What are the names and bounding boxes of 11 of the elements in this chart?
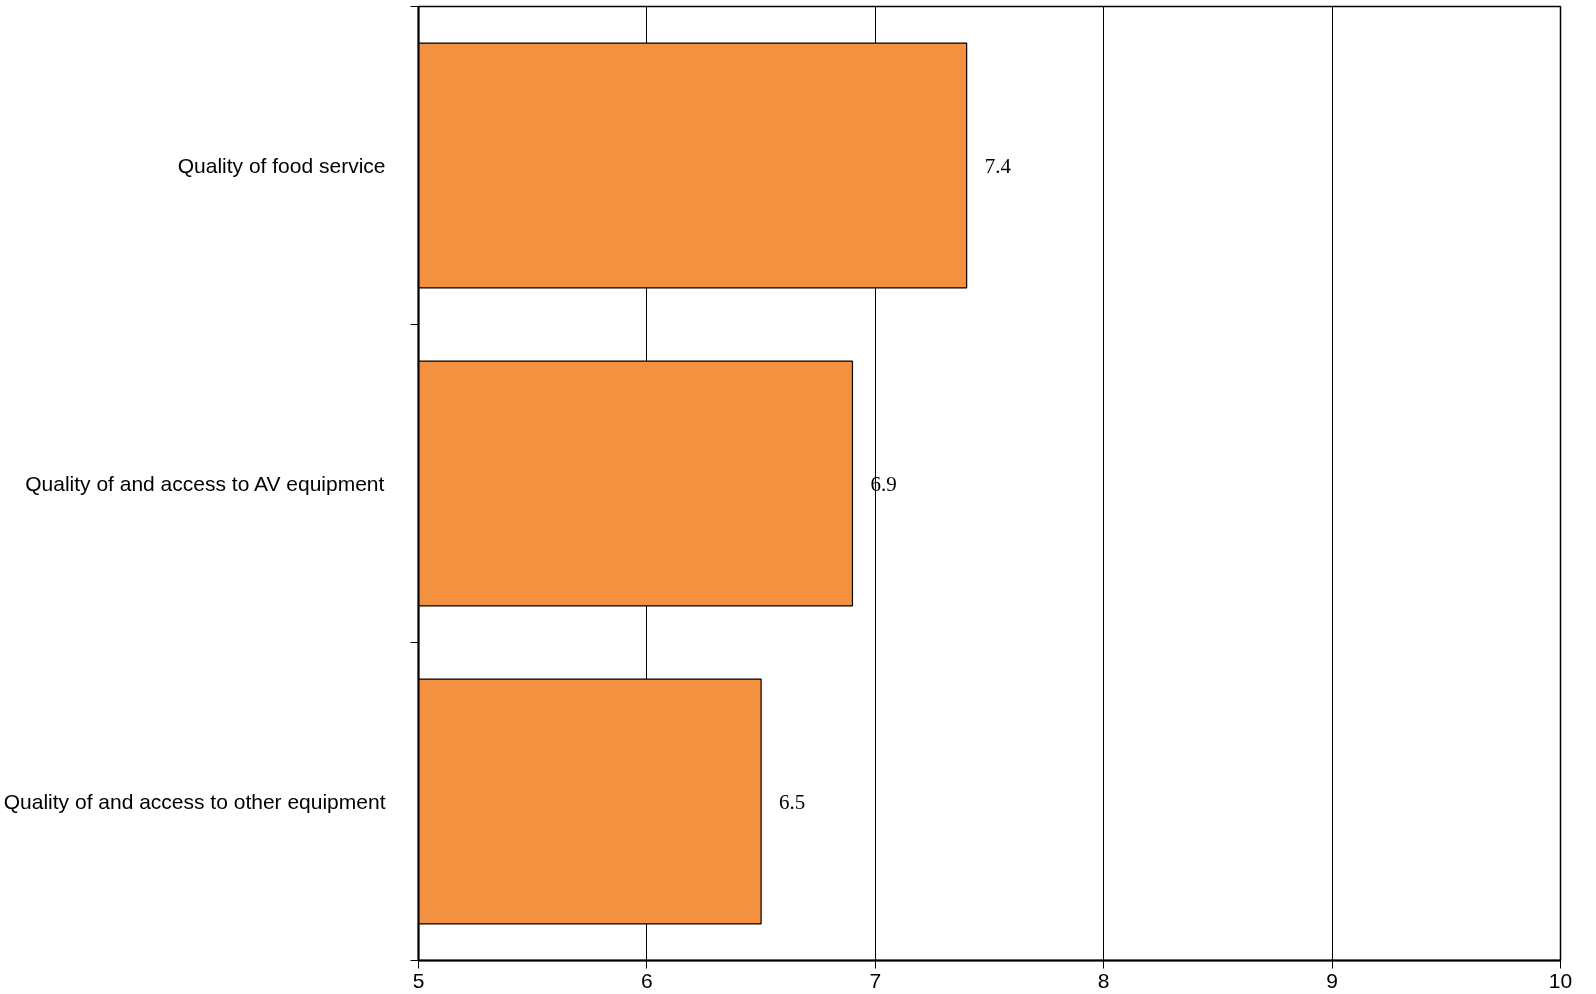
x-tick-label: 8 xyxy=(1097,968,1110,992)
y-tick-label: Quality of and access to other equipment xyxy=(3,790,386,813)
x-tick-label: 5 xyxy=(412,968,425,992)
y-tick-label: Quality of food service xyxy=(177,154,386,177)
x-tick-label: 7 xyxy=(869,968,882,992)
y-tick-label: Quality of and access to AV equipment xyxy=(25,472,385,495)
data-label: 7.4 xyxy=(984,153,1012,178)
data-label: 6.5 xyxy=(779,789,806,814)
x-tick-label: 10 xyxy=(1548,968,1573,992)
x-tick-label: 6 xyxy=(641,968,653,992)
x-tick-label: 9 xyxy=(1326,968,1338,992)
